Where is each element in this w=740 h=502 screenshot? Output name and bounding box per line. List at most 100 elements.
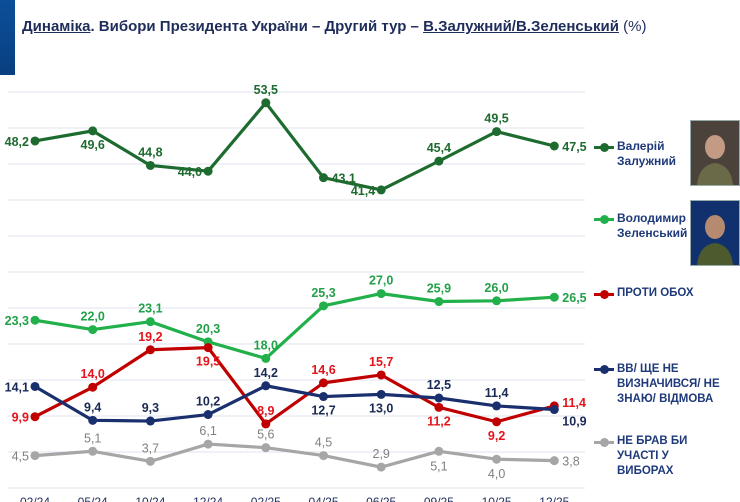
data-point (203, 439, 213, 449)
data-point (88, 446, 98, 456)
data-point (492, 454, 502, 464)
series-2: 9,9 14,0 19,2 19,5 8,9 14,6 15,7 11,2 9,2 11,4 (12, 330, 586, 443)
data-point (203, 410, 213, 420)
data-label: 23,3 (5, 314, 29, 328)
series-line (34, 442, 555, 469)
data-point (88, 325, 98, 335)
data-point (549, 456, 559, 466)
data-point (492, 296, 502, 306)
legend-zaluzhnyi: Валерій Залужний (617, 139, 676, 168)
legend-not-voting: НЕ БРАВ БИ УЧАСТІ У ВИБОРАХ (617, 435, 688, 477)
data-point (145, 456, 155, 466)
data-label: 26,0 (484, 281, 508, 295)
x-tick-label: 05/24 (78, 495, 108, 502)
data-label: 4,5 (315, 436, 332, 450)
legend-marker-zaluzhnyi (594, 143, 614, 152)
data-point (145, 345, 155, 355)
legend-undecided: ВВ/ ЩЕ НЕ ВИЗНАЧИВСЯ/ НЕ ЗНАЮ/ ВІДМОВА (617, 363, 720, 405)
data-label: 41,4 (351, 184, 375, 198)
data-label: 27,0 (369, 274, 393, 288)
data-point (376, 289, 386, 299)
data-label: 25,3 (311, 286, 335, 300)
title-unit: (%) (618, 18, 647, 35)
data-label: 3,7 (142, 441, 159, 455)
legend-marker-zelenskyi (594, 215, 614, 224)
data-point (261, 381, 271, 391)
data-label: 10,2 (196, 395, 220, 409)
data-point (145, 160, 155, 170)
x-tick-label: 10/25 (482, 495, 512, 502)
data-point (492, 127, 502, 137)
data-label: 53,5 (254, 83, 278, 97)
data-point (434, 297, 444, 307)
x-tick-label: 12/25 (539, 495, 569, 502)
data-label: 13,0 (369, 401, 393, 415)
data-label: 3,8 (562, 455, 579, 469)
data-label: 5,6 (257, 428, 274, 442)
data-label: 26,5 (562, 291, 586, 305)
data-label: 43,1 (332, 172, 356, 186)
x-tick-label: 12/24 (193, 495, 223, 502)
data-point (319, 392, 328, 402)
data-point (88, 126, 98, 136)
data-label: 8,9 (257, 404, 274, 418)
title-candidates: В.Залужний/В.Зеленський (423, 18, 619, 35)
data-label: 23,1 (138, 302, 162, 316)
data-point (376, 185, 386, 195)
data-label: 11,4 (485, 386, 509, 400)
title-text: . Вибори Президента України – Другий тур… (90, 18, 424, 35)
data-label: 5,1 (84, 431, 101, 445)
data-label: 19,5 (196, 355, 220, 369)
data-point (261, 353, 271, 363)
x-tick-label: 10/24 (135, 495, 165, 502)
data-label: 44,8 (138, 145, 162, 159)
data-label: 9,3 (142, 401, 159, 415)
data-label: 2,9 (373, 447, 390, 461)
data-point (261, 98, 271, 108)
data-point (88, 382, 98, 392)
data-label: 19,2 (138, 330, 162, 344)
data-label: 25,9 (427, 282, 451, 296)
data-point (30, 451, 40, 461)
x-tick-label: 04/25 (308, 495, 338, 502)
data-label: 45,4 (427, 141, 451, 155)
data-label: 22,0 (81, 310, 105, 324)
data-label: 15,7 (369, 355, 393, 369)
data-point (319, 173, 328, 183)
series-3: 14,1 9,4 9,3 10,2 14,2 12,7 13,0 12,5 11,4 10,9 (5, 366, 587, 429)
data-label: 9,4 (84, 400, 101, 414)
data-label: 49,5 (484, 112, 508, 126)
photo-zaluzhnyi (690, 120, 740, 186)
legend-zelenskyi: Володимир Зеленський (617, 211, 688, 240)
data-label: 9,2 (488, 429, 505, 443)
data-point (30, 381, 40, 391)
data-label: 47,5 (562, 140, 586, 154)
series-1: 23,3 22,0 23,1 20,3 18,0 25,3 27,0 25,9 26,0 26,5 (5, 274, 587, 363)
photo-zelenskyi (690, 200, 740, 266)
data-point (492, 417, 502, 427)
data-point (145, 416, 155, 426)
series-4: 4,5 5,1 3,7 6,1 5,6 4,5 2,9 5,1 4,0 3,8 (12, 424, 580, 481)
data-label: 5,1 (430, 459, 447, 473)
data-point (145, 317, 155, 327)
data-label: 14,0 (81, 367, 105, 381)
data-label: 4,5 (12, 450, 29, 464)
legend-marker-against-both (594, 290, 614, 299)
data-point (376, 389, 386, 399)
series-line (34, 292, 555, 360)
data-label: 44,0 (178, 165, 202, 179)
data-point (203, 166, 213, 176)
accent-bar (0, 0, 15, 75)
data-label: 6,1 (199, 424, 216, 438)
data-point (434, 156, 444, 166)
series-0: 48,2 49,6 44,8 44,0 53,5 43,141,4 45,4 49,5 47,5 (5, 83, 587, 198)
data-point (261, 419, 271, 429)
data-label: 48,2 (5, 135, 29, 149)
data-point (319, 378, 328, 388)
data-point (30, 315, 40, 325)
legend-against-both: ПРОТИ ОБОХ (617, 287, 694, 299)
x-tick-label: 02/25 (251, 495, 281, 502)
data-label: 14,1 (5, 380, 29, 394)
data-point (88, 415, 98, 425)
